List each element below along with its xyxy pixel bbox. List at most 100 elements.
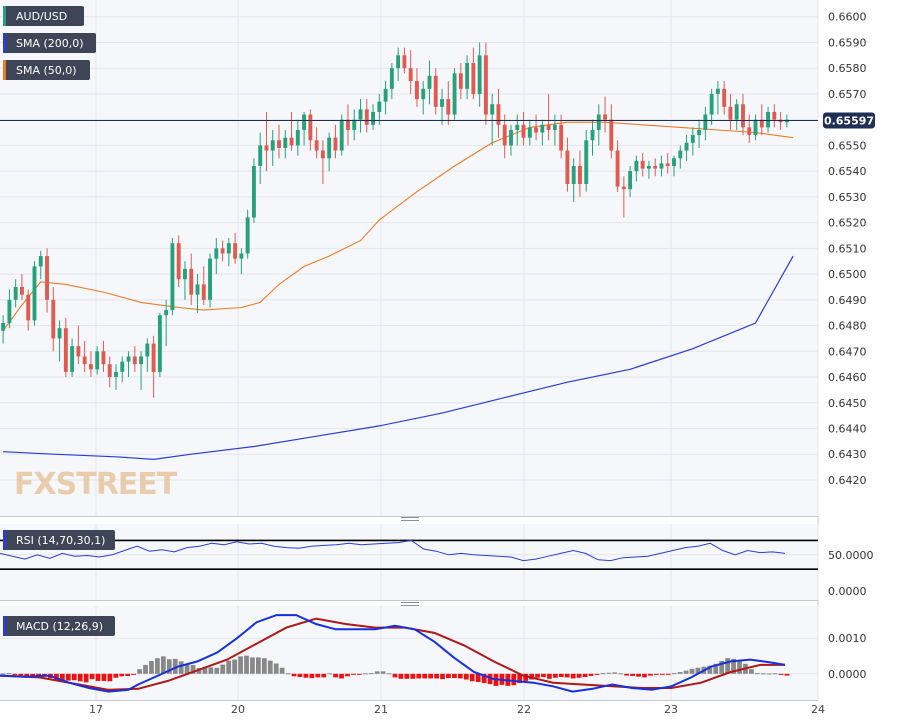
macd-histogram-bar [582,673,588,678]
macd-histogram-bar [469,673,475,682]
macd-histogram-bar [457,673,463,679]
macd-histogram-bar [784,673,790,676]
y-tick-label: 0.6450 [828,397,867,410]
x-tick-label: 22 [517,703,531,716]
legend-sma-200[interactable]: SMA (200,0) [3,33,96,53]
macd-histogram-bar [570,673,576,679]
candle-body [189,268,194,295]
macd-histogram-bar [618,673,624,675]
macd-histogram-bar [244,655,249,674]
macd-histogram-bar [238,656,243,674]
macd-histogram-bar [267,660,273,674]
candle-body [571,165,576,185]
macd-histogram-bar [339,673,344,679]
macd-histogram-bar [749,669,754,674]
macd-histogram-bar [303,673,309,678]
candle-body [477,55,482,94]
candle-body [659,163,664,169]
macd-histogram-bar [18,673,24,678]
candle-body [70,346,75,372]
macd-histogram-bar [327,673,333,675]
macd-histogram-bar [760,673,766,675]
candle-body [784,119,789,123]
candle-body [734,104,739,120]
legend-aud-usd[interactable]: AUD/USD [3,6,84,26]
rsi-line [0,539,786,562]
candle-body [295,129,300,146]
y-tick-label: 0.6420 [828,474,867,487]
macd-histogram-bar [279,667,285,674]
macd-histogram-bar [374,671,380,674]
macd-histogram-bar [261,658,267,674]
macd-histogram-bar [600,673,606,675]
rsi-panel [0,524,818,600]
candle-body [364,109,369,125]
candle-body [678,150,683,159]
macd-histogram-bar [731,658,736,674]
candle-body [139,356,144,365]
macd-histogram-bar [226,660,232,674]
macd-histogram-bar [380,671,386,674]
macd-histogram-bar [155,658,160,674]
price-panel [0,0,818,516]
macd-histogram-bar [190,664,196,674]
candle-body [314,140,319,151]
legend-rsi[interactable]: RSI (14,70,30,1) [3,530,115,550]
macd-histogram-bar [707,665,713,674]
macd-histogram-bar [695,667,701,674]
candle-body [697,129,702,136]
pane-resize-handle[interactable] [401,602,419,606]
candle-body [352,119,357,130]
candle-body [20,286,24,295]
macd-histogram-bar [232,659,237,674]
macd-histogram-bar [386,673,392,675]
legend-macd[interactable]: MACD (12,26,9) [3,616,115,636]
macd-histogram-bar [356,673,362,675]
macd-histogram-bar [766,673,772,675]
candle-body [590,129,595,141]
candle-body [38,256,43,267]
x-tick-label: 17 [89,703,103,716]
current-price-label: 0.65597 [824,114,874,127]
candle-body [640,160,645,169]
macd-histogram-bar [737,661,742,674]
candle-body [396,55,401,69]
pane-resize-handle[interactable] [401,517,419,521]
candle-body [596,114,601,130]
candle-body [759,119,764,128]
candle-body [126,356,131,362]
macd-histogram-bar [463,673,469,680]
candle-body [578,165,582,185]
candle-body [13,286,18,300]
candle-body [621,186,626,190]
macd-histogram-bar [273,663,279,674]
candle-body [164,310,169,316]
macd-histogram-bar [368,673,374,675]
candle-body [490,104,495,115]
macd-histogram-bar [576,673,582,678]
macd-histogram-bar [184,664,190,674]
candle-body [183,268,187,280]
candle-body [76,346,81,357]
legend-sma-50[interactable]: SMA (50,0) [3,60,90,80]
macd-histogram-bar [172,658,178,674]
candle-body [603,114,607,120]
candle-body [747,127,752,136]
candle-body [114,371,118,378]
macd-histogram-bar [202,666,208,674]
macd-histogram-bar [410,673,416,679]
candle-body [584,140,589,185]
candle-body [540,124,545,133]
candle-body [709,93,714,115]
candle-body [546,124,551,130]
watermark: FXSTREET [14,467,178,502]
y-tick-label: 0.0000 [828,668,867,681]
candle-body [239,253,244,259]
macd-histogram-bar [30,673,36,677]
x-tick-label: 24 [811,703,825,716]
candle-body [88,364,93,370]
candle-body [665,163,670,166]
candle-body [371,111,375,125]
macd-histogram-bar [648,673,653,676]
